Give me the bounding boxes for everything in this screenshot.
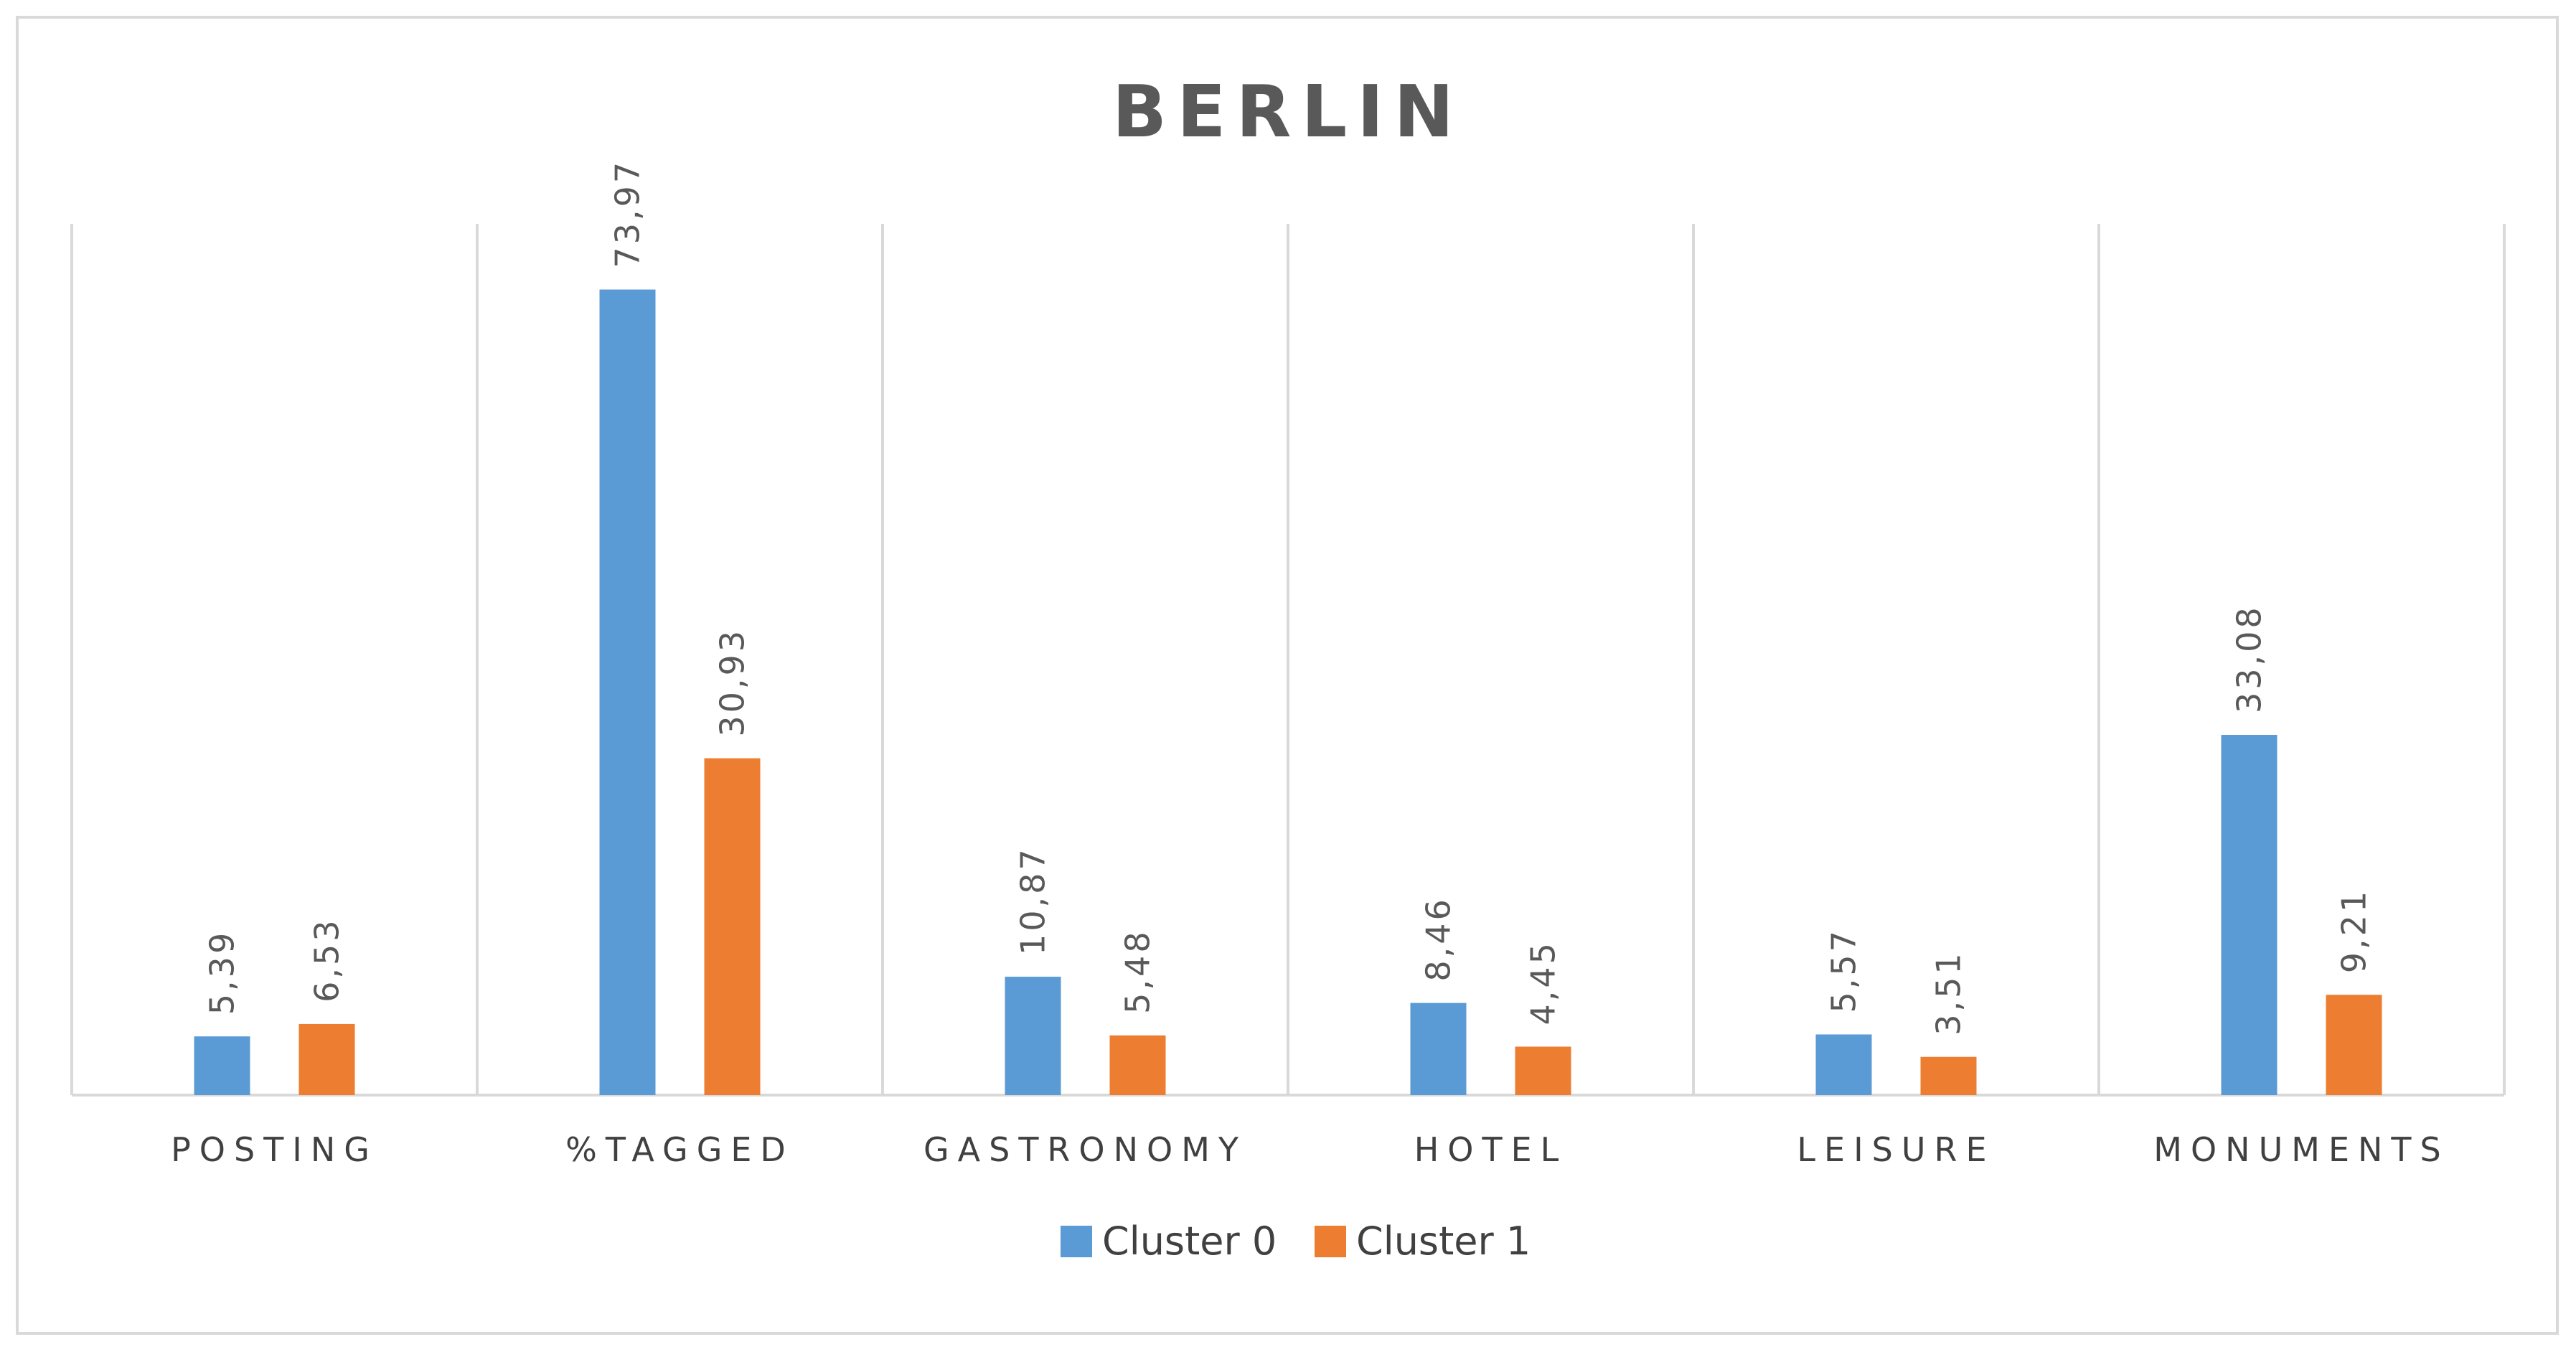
- bar-posting-series-0: [194, 1036, 250, 1095]
- legend: Cluster 0 Cluster 1: [1061, 1219, 1531, 1264]
- category-label: %TAGGED: [565, 1130, 794, 1169]
- bar-monuments-series-1: [2326, 995, 2382, 1095]
- data-label: 5,39: [203, 930, 242, 1015]
- data-label: 9,21: [2335, 888, 2374, 973]
- bar-leisure-series-0: [1815, 1034, 1872, 1095]
- grid-lines: [70, 224, 2506, 1097]
- legend-label: Cluster 0: [1102, 1219, 1277, 1264]
- bar-monuments-series-0: [2221, 735, 2277, 1095]
- data-label: 5,57: [1825, 928, 1863, 1013]
- data-label: 30,93: [713, 628, 752, 737]
- data-label: 8,46: [1419, 896, 1458, 981]
- category-label: MONUMENTS: [2153, 1130, 2449, 1169]
- bars: [194, 289, 2382, 1095]
- category-labels: POSTING %TAGGED GASTRONOMY HOTEL LEISURE MONU…: [171, 1130, 2449, 1169]
- legend-swatch: [1315, 1226, 1346, 1257]
- category-label: POSTING: [171, 1130, 378, 1169]
- legend-label: Cluster 1: [1356, 1219, 1531, 1264]
- data-label: 10,87: [1014, 846, 1053, 955]
- bar-posting-series-1: [299, 1023, 355, 1095]
- legend-item: Cluster 0: [1061, 1219, 1277, 1264]
- bar-hotel-series-1: [1515, 1046, 1571, 1095]
- data-label: 73,97: [608, 159, 647, 268]
- bar-gastronomy-series-1: [1109, 1035, 1166, 1095]
- legend-item: Cluster 1: [1315, 1219, 1531, 1264]
- chart-title: BERLIN: [1112, 70, 1464, 154]
- category-label: GASTRONOMY: [923, 1130, 1247, 1169]
- data-label: 4,45: [1524, 940, 1563, 1025]
- bar-leisure-series-1: [1920, 1056, 1977, 1095]
- data-label: 5,48: [1119, 929, 1157, 1013]
- data-label: 3,51: [1929, 950, 1968, 1035]
- bar-hotel-series-0: [1410, 1003, 1467, 1095]
- bar-gastronomy-series-0: [1005, 977, 1061, 1095]
- data-labels: 5,39 6,53 73,97 30,93 10,87 5,48 8,46 4,45 5,57 3…: [203, 159, 2374, 1036]
- data-label: 33,08: [2230, 604, 2269, 713]
- category-label: LEISURE: [1797, 1130, 1995, 1169]
- category-label: HOTEL: [1414, 1130, 1568, 1169]
- legend-swatch: [1061, 1226, 1092, 1257]
- bar-pct-tagged-series-0: [599, 289, 656, 1095]
- bar-pct-tagged-series-1: [704, 758, 761, 1095]
- data-label: 6,53: [308, 917, 347, 1002]
